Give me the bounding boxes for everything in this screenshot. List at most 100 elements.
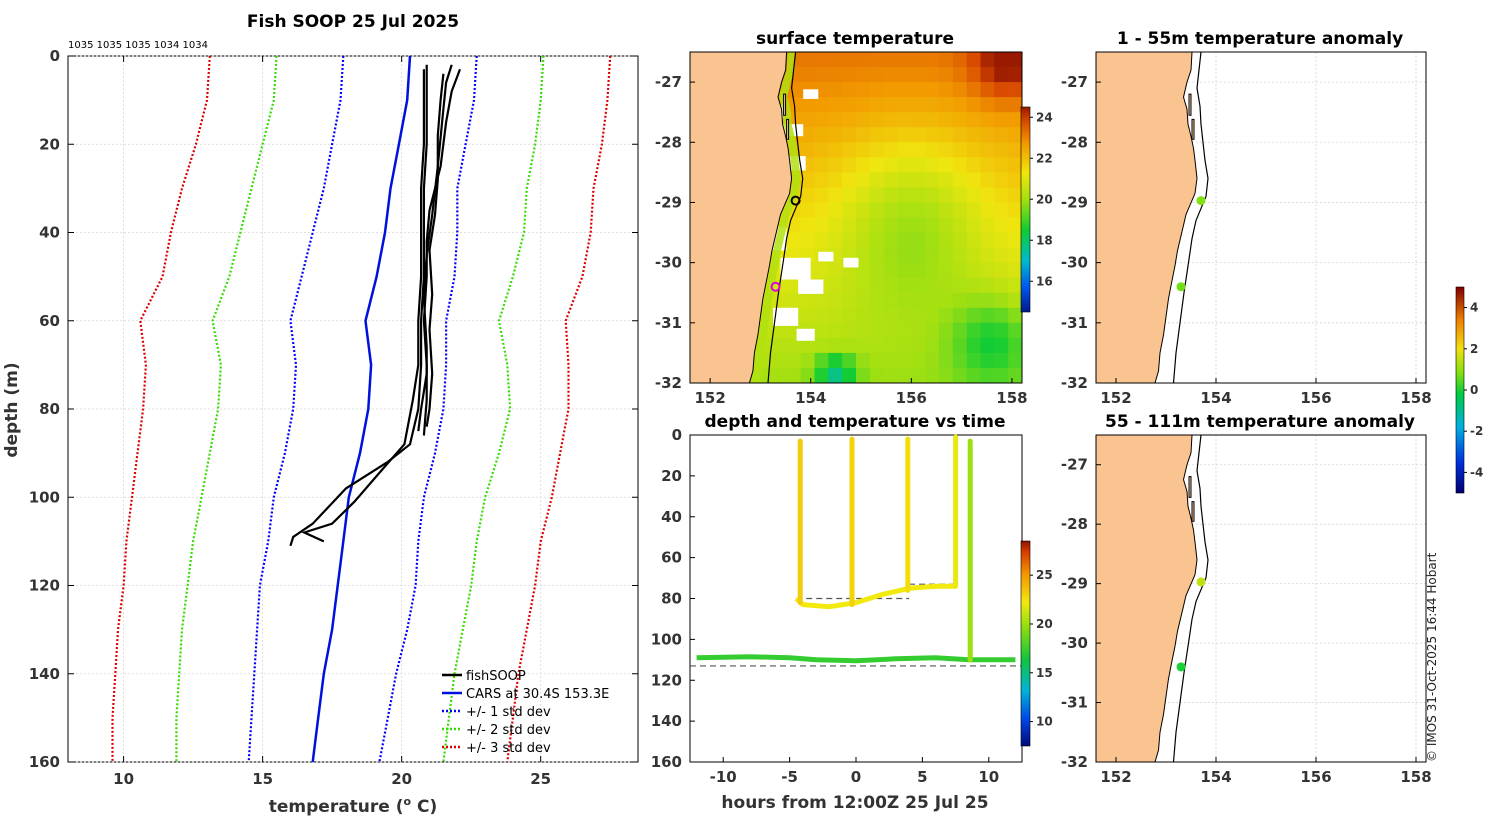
sst-cell [966,142,982,158]
sst-cell [814,127,829,143]
profile-xlabel-main: temperature ( [269,797,404,817]
ts-ytick-label: 140 [651,712,682,730]
sst-cell [897,67,912,83]
anom-shallow-ytick-label: -29 [1061,193,1088,211]
ts-ytick-label: 80 [661,590,682,608]
sst-cell [883,82,899,98]
land-mass [1096,435,1198,762]
sst-cloud-gap [796,328,815,341]
sst-cell [1008,352,1022,369]
std3-line [111,55,211,762]
sst-cell [911,368,926,383]
anom-shallow-ticks: 152 154 156 158 -27 -28 -29 -30 -31 -32 [1061,73,1432,407]
profile-xtick-label: 10 [113,770,134,788]
sst-cell [952,307,968,324]
sst-cell [814,67,829,83]
ts-ytick-label: 160 [651,753,682,771]
sst-cell [800,352,816,369]
sst-cell [814,307,829,324]
sst-cell [980,52,995,68]
sst-cell [828,292,843,309]
sst-cell [814,202,829,219]
sst-cell [814,187,829,203]
sst-cell [911,352,926,369]
sst-cell [883,262,899,279]
sst-cell [883,232,899,249]
sst-cell [800,97,816,113]
profile-xlabel-tail: C) [411,797,437,817]
sst-cell [966,337,982,354]
sst-cell [897,217,912,234]
sst-ticks: 152 154 156 158 -27 -28 -29 -30 -31 -32 [655,73,1028,407]
sst-cell [1008,157,1022,173]
sst-xtick-label: 156 [896,389,927,407]
sst-cell [800,307,816,324]
ts-upper-track [794,583,956,610]
timeseries-colorbar [1020,540,1031,747]
anom-shallow-ytick-label: -31 [1061,314,1088,332]
sst-cell [773,292,788,309]
sst-cell [800,337,816,354]
sst-cell [828,217,843,234]
sst-cell [800,127,816,143]
sst-cell [869,187,885,203]
sst-cell [952,292,968,309]
anomaly-colorbar-label: 2 [1470,342,1478,356]
ts-colorbar-label: 25 [1036,568,1053,582]
sst-cell [1008,82,1022,98]
sst-cloud-gap [798,279,824,294]
sst-cell [966,307,982,324]
sst-cell [842,142,857,158]
sst-cell [952,52,968,68]
sst-cell [952,352,968,369]
sst-cell [925,337,940,354]
sst-cell [994,67,1009,83]
sst-cell [828,112,843,128]
sst-cell [952,187,968,203]
ts-ytick-label: 40 [661,508,682,526]
sst-cell [828,157,843,173]
sst-cell [828,202,843,219]
sst-cell [966,82,982,98]
sst-cell [856,82,871,98]
sst-cast-marker [790,195,801,206]
ts-ytick-label: 20 [661,467,682,485]
sst-cell [966,112,982,128]
anom-shallow-anomaly-point [1176,282,1186,292]
sst-cell [925,82,940,98]
ts-xtick-label: -5 [781,768,798,786]
sst-cell [966,352,982,369]
sst-cell [869,247,885,264]
sst-cell [911,262,926,279]
sst-cell [897,337,912,354]
sst-cell [911,217,926,234]
sst-cell [980,187,995,203]
sst-cell [980,292,995,309]
profile-lines [111,55,612,763]
sst-cell [786,368,802,383]
sst-cell [814,142,829,158]
sst-cell [994,352,1009,369]
sst-cell [966,247,982,264]
sst-cell [911,82,926,98]
sst-cell [856,262,871,279]
sst-cell [980,262,995,279]
ts-xtick-label: 10 [978,768,999,786]
sst-cell [911,142,926,158]
sst-cell [786,277,802,294]
sst-cell [939,157,954,173]
profile-ytick-label: 60 [39,312,60,330]
sst-cell [1008,127,1022,143]
sst-colorbar-label: 16 [1036,274,1053,288]
sst-cell [939,52,954,68]
sst-colorbar-label: 22 [1036,151,1053,165]
fishsoop-cast-line [417,64,453,432]
sst-cloud-gap [773,307,799,326]
ts-ytick-label: 120 [651,671,682,689]
sst-cell [773,352,788,369]
profile-xtick-label: 25 [530,770,551,788]
timeseries-xlabel: hours from 12:00Z 25 Jul 25 [721,793,988,813]
sst-cell [994,247,1009,264]
sst-cell [994,262,1009,279]
